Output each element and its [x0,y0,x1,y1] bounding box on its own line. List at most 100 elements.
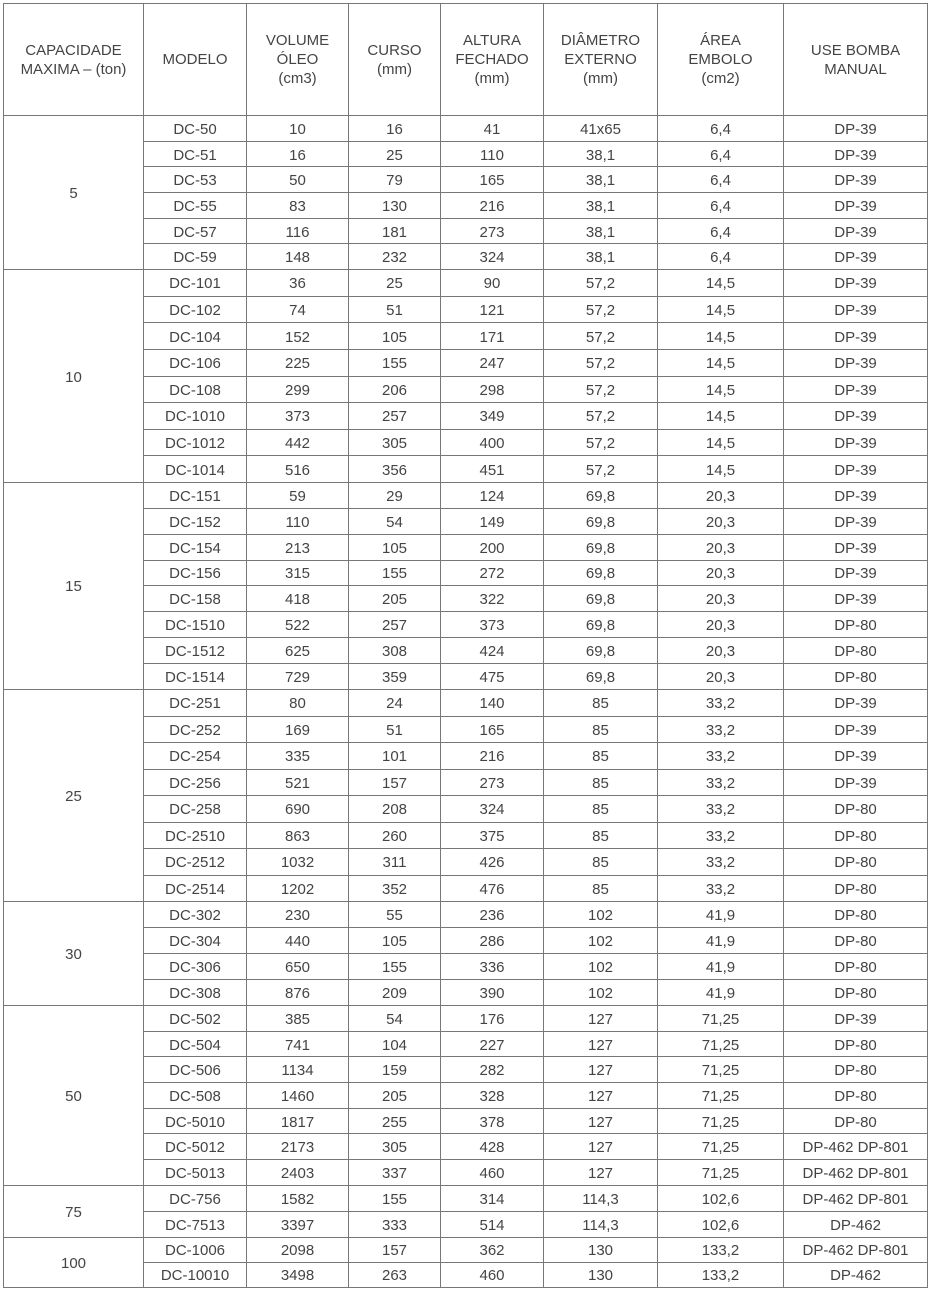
altura-fechado-cell: 424 [440,637,544,665]
volume-oleo-cell: 335 [246,742,349,770]
altura-fechado-cell: 324 [440,243,544,271]
area-embolo-cell: 20,3 [657,585,784,613]
volume-oleo-cell: 225 [246,348,349,377]
bomba-manual-cell: DP-39 [783,455,928,483]
bomba-manual-cell: DP-39 [783,166,928,194]
altura-fechado-cell: 349 [440,402,544,430]
altura-fechado-cell: 336 [440,953,544,980]
altura-fechado-cell: 124 [440,481,544,509]
header-altura-fechado: ALTURA FECHADO (mm) [440,3,544,116]
capacity-cell: 75 [3,1184,144,1238]
diametro-externo-cell: 102 [543,979,658,1006]
modelo-cell: DC-55 [143,192,247,219]
table-row: 75 DC-756 1582 155 314 114,3 102,6 DP-462 DP-80… [3,1184,928,1238]
area-embolo-cell: 33,2 [657,742,784,770]
area-embolo-cell: 71,25 [657,1082,784,1109]
capacity-cell: 50 [3,1005,144,1186]
diametro-externo-cell: 127 [543,1056,658,1084]
bomba-manual-cell: DP-80 [783,979,928,1006]
modelo-cell: DC-308 [143,979,247,1006]
table-row: DC-59 148 232 324 38,1 6,4 DP-39 [4,243,928,271]
diametro-externo-cell: 57,2 [543,402,658,430]
modelo-cell: DC-5012 [143,1133,247,1161]
bomba-manual-cell: DP-80 [783,821,928,849]
modelo-cell: DC-59 [143,243,247,271]
header-row: CAPACIDADE MAXIMA – (ton) MODELO VOLUME … [3,3,928,116]
header-volume-oleo: VOLUME ÓLEO (cm3) [246,3,349,116]
diametro-externo-cell: 57,2 [543,295,658,324]
curso-cell: 155 [348,1184,441,1212]
diametro-externo-cell: 127 [543,1005,658,1032]
area-embolo-cell: 6,4 [657,243,784,271]
table-row: DC-154 213 105 200 69,8 20,3 DP-39 [4,533,928,561]
curso-cell: 155 [348,953,441,980]
diametro-externo-cell: 69,8 [543,559,658,587]
bomba-manual-cell: DP-39 [783,269,928,297]
area-embolo-cell: 14,5 [657,375,784,404]
bomba-manual-cell: DP-80 [783,611,928,639]
altura-fechado-cell: 460 [440,1159,544,1186]
header-diametro-externo: DIÂMETRO EXTERNO (mm) [543,3,658,116]
capacity-cell: 30 [3,901,144,1006]
diametro-externo-cell: 38,1 [543,166,658,194]
altura-fechado-cell: 90 [440,269,544,297]
diametro-externo-cell: 41x65 [543,115,658,142]
area-embolo-cell: 33,2 [657,848,784,876]
volume-oleo-cell: 16 [246,140,349,168]
volume-oleo-cell: 3498 [246,1261,349,1288]
diametro-externo-cell: 57,2 [543,455,658,483]
modelo-cell: DC-50 [143,115,247,142]
modelo-cell: DC-504 [143,1030,247,1058]
curso-cell: 352 [348,874,441,902]
modelo-cell: DC-256 [143,768,247,796]
area-embolo-cell: 6,4 [657,115,784,142]
altura-fechado-cell: 378 [440,1107,544,1135]
area-embolo-cell: 20,3 [657,663,784,690]
area-embolo-cell: 41,9 [657,927,784,954]
area-embolo-cell: 14,5 [657,348,784,377]
area-embolo-cell: 14,5 [657,428,784,457]
table-row: DC-504 741 104 227 127 71,25 DP-80 [4,1030,928,1058]
area-embolo-cell: 71,25 [657,1107,784,1135]
curso-cell: 55 [348,901,441,928]
curso-cell: 359 [348,663,441,690]
area-embolo-cell: 33,2 [657,795,784,823]
curso-cell: 205 [348,1082,441,1109]
bomba-manual-cell: DP-462 [783,1210,928,1238]
bomba-manual-cell: DP-39 [783,322,928,350]
volume-oleo-cell: 1817 [246,1107,349,1135]
volume-oleo-cell: 80 [246,689,349,717]
modelo-cell: DC-154 [143,533,247,561]
diametro-externo-cell: 85 [543,689,658,717]
diametro-externo-cell: 102 [543,901,658,928]
modelo-cell: DC-51 [143,140,247,168]
table-row: DC-51 16 25 110 38,1 6,4 DP-39 [4,140,928,168]
altura-fechado-cell: 171 [440,322,544,350]
diametro-externo-cell: 57,2 [543,322,658,350]
volume-oleo-cell: 2173 [246,1133,349,1161]
bomba-manual-cell: DP-80 [783,874,928,902]
area-embolo-cell: 41,9 [657,979,784,1006]
area-embolo-cell: 6,4 [657,140,784,168]
altura-fechado-cell: 390 [440,979,544,1006]
curso-cell: 54 [348,1005,441,1032]
bomba-manual-cell: DP-39 [783,243,928,271]
altura-fechado-cell: 41 [440,115,544,142]
volume-oleo-cell: 1202 [246,874,349,902]
table-row: DC-252 169 51 165 85 33,2 DP-39 [4,715,928,743]
bomba-manual-cell: DP-80 [783,663,928,690]
modelo-cell: DC-302 [143,901,247,928]
modelo-cell: DC-258 [143,795,247,823]
altura-fechado-cell: 216 [440,742,544,770]
curso-cell: 208 [348,795,441,823]
bomba-manual-cell: DP-80 [783,901,928,928]
area-embolo-cell: 102,6 [657,1210,784,1238]
modelo-cell: DC-2514 [143,874,247,902]
table-row: DC-53 50 79 165 38,1 6,4 DP-39 [4,166,928,194]
table-row: DC-506 1134 159 282 127 71,25 DP-80 [4,1056,928,1084]
table-row: 30 DC-302 230 55 236 102 41,9 DP-80 [3,901,928,1006]
volume-oleo-cell: 50 [246,166,349,194]
table-row: DC-254 335 101 216 85 33,2 DP-39 [4,742,928,770]
diametro-externo-cell: 85 [543,795,658,823]
volume-oleo-cell: 299 [246,375,349,404]
